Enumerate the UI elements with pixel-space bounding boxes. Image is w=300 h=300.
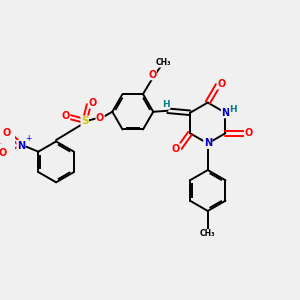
Text: O: O xyxy=(61,111,70,121)
Text: ⁻: ⁻ xyxy=(0,140,2,149)
Text: O: O xyxy=(0,148,7,158)
Text: O: O xyxy=(2,128,10,138)
Text: O: O xyxy=(217,79,226,89)
Text: O: O xyxy=(244,128,253,138)
Text: H: H xyxy=(230,105,237,114)
Text: O: O xyxy=(88,98,97,108)
Text: N: N xyxy=(17,140,25,151)
Text: N: N xyxy=(204,139,212,148)
Text: N: N xyxy=(221,108,230,118)
Text: CH₃: CH₃ xyxy=(200,230,215,238)
Text: H: H xyxy=(162,100,170,109)
Text: O: O xyxy=(148,70,156,80)
Text: S: S xyxy=(81,116,88,126)
Text: O: O xyxy=(96,113,104,123)
Text: CH₃: CH₃ xyxy=(156,58,171,67)
Text: O: O xyxy=(172,144,180,154)
Text: +: + xyxy=(25,134,32,143)
